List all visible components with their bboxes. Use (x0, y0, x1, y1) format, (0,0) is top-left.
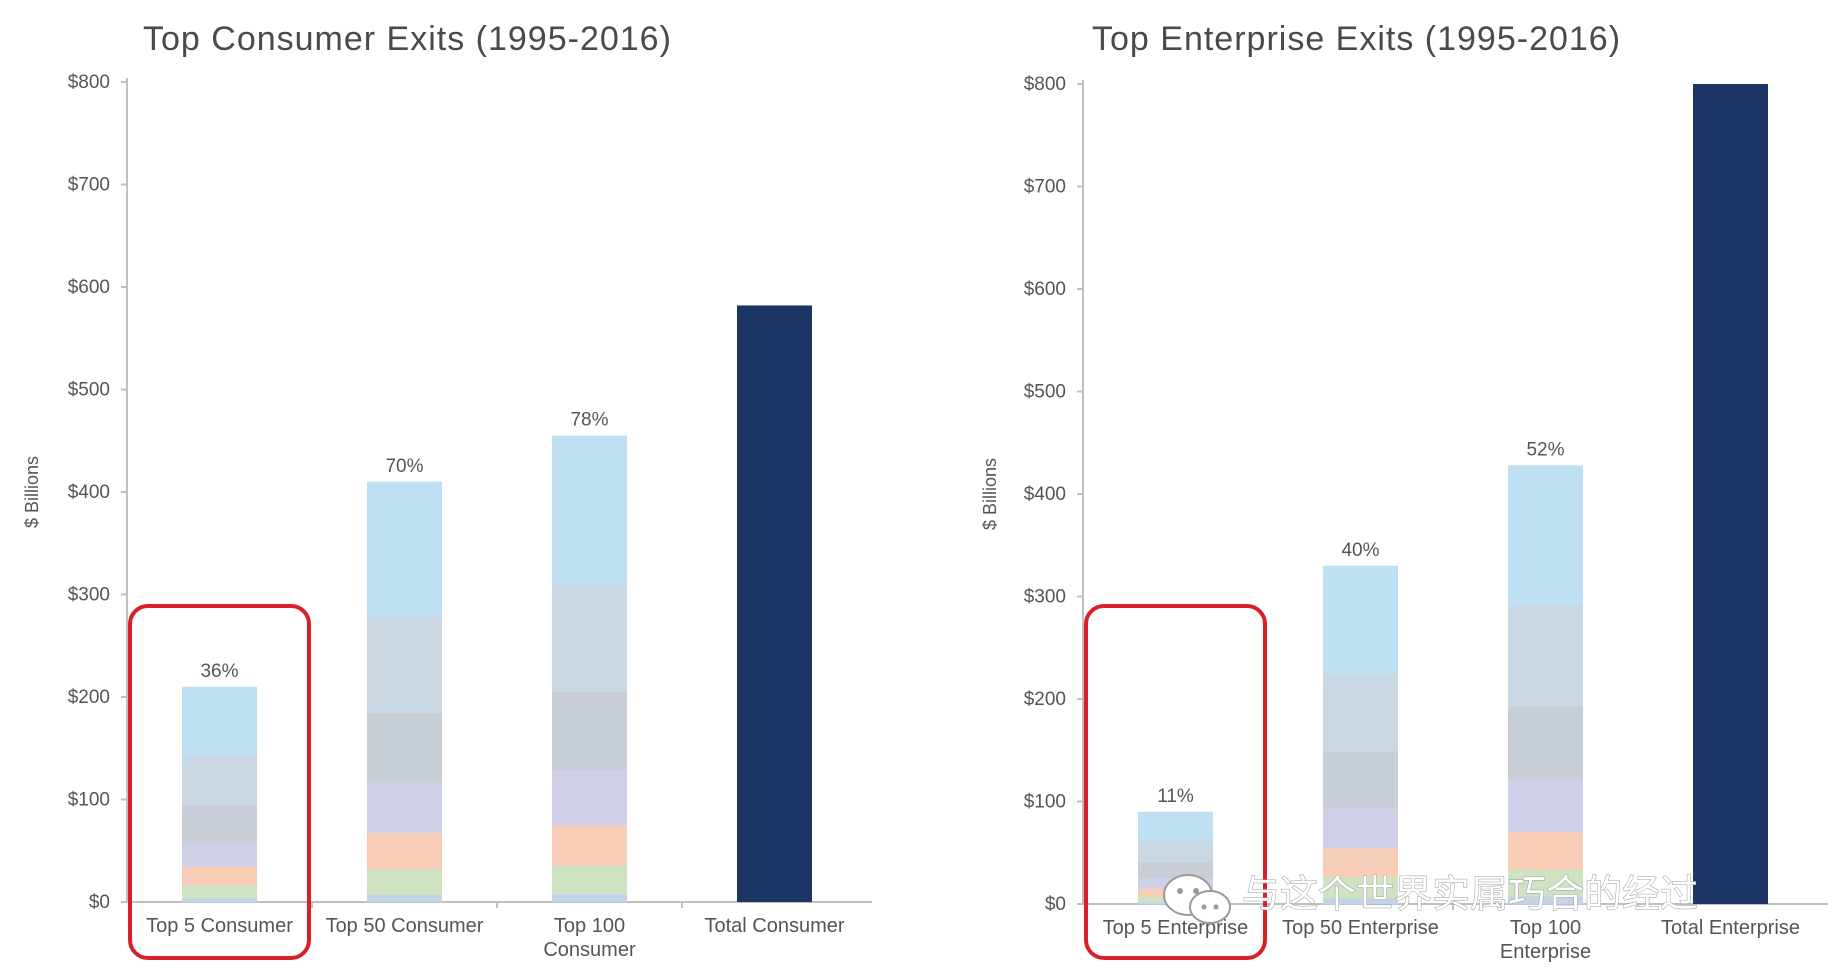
bar-segment (367, 832, 442, 870)
bar-segment (1508, 831, 1583, 871)
bar: 40% (1323, 540, 1398, 905)
bar-segment (1323, 808, 1398, 849)
bar: 70% (367, 456, 442, 903)
bar-segment (1323, 877, 1398, 899)
x-category-label: Top 100 (1510, 917, 1581, 939)
y-tick-label: $600 (1024, 279, 1066, 300)
bar-segment (552, 584, 627, 693)
bar-segment (552, 692, 627, 771)
consumer-chart: Top Consumer Exits (1995-2016) $ Billions… (22, 20, 872, 961)
bar-percent-label: 11% (1157, 786, 1194, 807)
bar-segment (1323, 673, 1398, 753)
watermark-text: 与这个世界实属巧合的经过 (1242, 872, 1698, 916)
bar-segment (1323, 751, 1398, 809)
y-tick-label: $500 (1024, 382, 1066, 403)
x-category-label: Total Consumer (704, 915, 844, 937)
x-category-label: Enterprise (1500, 941, 1591, 963)
y-tick-label: $100 (68, 790, 110, 811)
y-tick-label: $0 (1045, 894, 1066, 915)
bar-segment (367, 782, 442, 834)
y-tick-label: $200 (1024, 689, 1066, 710)
y-tick-label: $500 (68, 380, 110, 401)
bar-percent-label: 78% (570, 410, 608, 431)
bar-segment (552, 865, 627, 895)
bar-segment (182, 840, 257, 868)
bar-segment (552, 825, 627, 866)
chart-title: Top Enterprise Exits (1995-2016) (1092, 20, 1621, 58)
y-tick-label: $800 (68, 72, 110, 93)
bar-segment (182, 885, 257, 899)
y-tick-label: $700 (1024, 177, 1066, 198)
bar-segment (367, 895, 442, 903)
y-tick-label: $0 (89, 892, 110, 913)
bar (1693, 84, 1768, 904)
bar: 52% (1508, 439, 1583, 905)
y-tick-label: $400 (68, 482, 110, 503)
bar: 36% (182, 661, 257, 903)
bar-segment (1323, 898, 1398, 905)
x-category-label: Top 5 Enterprise (1103, 917, 1249, 939)
bar-segment (552, 769, 627, 826)
bar-percent-label: 36% (200, 661, 238, 682)
bar: 78% (552, 410, 627, 903)
bar-percent-label: 52% (1526, 439, 1564, 460)
highlight-box (128, 604, 311, 960)
bar-segment (1508, 605, 1583, 708)
bar (737, 305, 812, 902)
bar-segment (367, 481, 442, 617)
bar-segment (367, 616, 442, 714)
bar-segment (1323, 565, 1398, 675)
bar-segment (182, 755, 257, 806)
enterprise-chart: Top Enterprise Exits (1995-2016) $ Billio… (980, 20, 1828, 963)
y-tick-label: $300 (68, 585, 110, 606)
y-tick-label: $200 (68, 687, 110, 708)
bar-segment (1508, 706, 1583, 781)
y-axis-label: $ Billions (980, 458, 1000, 530)
watermark: 与这个世界实属巧合的经过 (1163, 872, 1699, 924)
y-tick-label: $600 (68, 277, 110, 298)
x-category-label: Top 50 Consumer (326, 915, 484, 937)
bar-solid (737, 305, 812, 902)
bar-solid (1693, 84, 1768, 904)
bar-segment (1508, 465, 1583, 607)
bar-percent-label: 70% (385, 456, 423, 477)
bar-segment (1138, 841, 1213, 864)
bar-segment (1508, 896, 1583, 905)
bar-segment (1138, 811, 1213, 842)
bar-segment (182, 686, 257, 757)
bar-segment (182, 898, 257, 903)
highlight-box (1084, 604, 1267, 960)
wechat-icon (1163, 874, 1231, 924)
y-tick-label: $300 (1024, 587, 1066, 608)
x-category-label: Top 100 (554, 915, 625, 937)
bar-segment (182, 866, 257, 886)
bar-percent-label: 40% (1341, 540, 1379, 561)
bar-segment (367, 869, 442, 896)
x-category-label: Consumer (543, 939, 636, 961)
x-category-label: Total Enterprise (1661, 917, 1800, 939)
bar-segment (1508, 779, 1583, 833)
x-category-label: Top 5 Consumer (146, 915, 293, 937)
y-axis-label: $ Billions (22, 456, 42, 528)
x-category-label: Top 50 Enterprise (1282, 917, 1439, 939)
bar-segment (367, 713, 442, 784)
chart-title: Top Consumer Exits (1995-2016) (143, 20, 672, 58)
bar-segment (1508, 869, 1583, 898)
bar-segment (1323, 848, 1398, 879)
bar-segment (552, 435, 627, 586)
y-tick-label: $800 (1024, 74, 1066, 95)
bar-segment (1138, 862, 1213, 879)
y-tick-label: $700 (68, 175, 110, 196)
y-tick-label: $100 (1024, 792, 1066, 813)
bar-segment (552, 894, 627, 903)
y-tick-label: $400 (1024, 484, 1066, 505)
bar-segment (182, 805, 257, 842)
